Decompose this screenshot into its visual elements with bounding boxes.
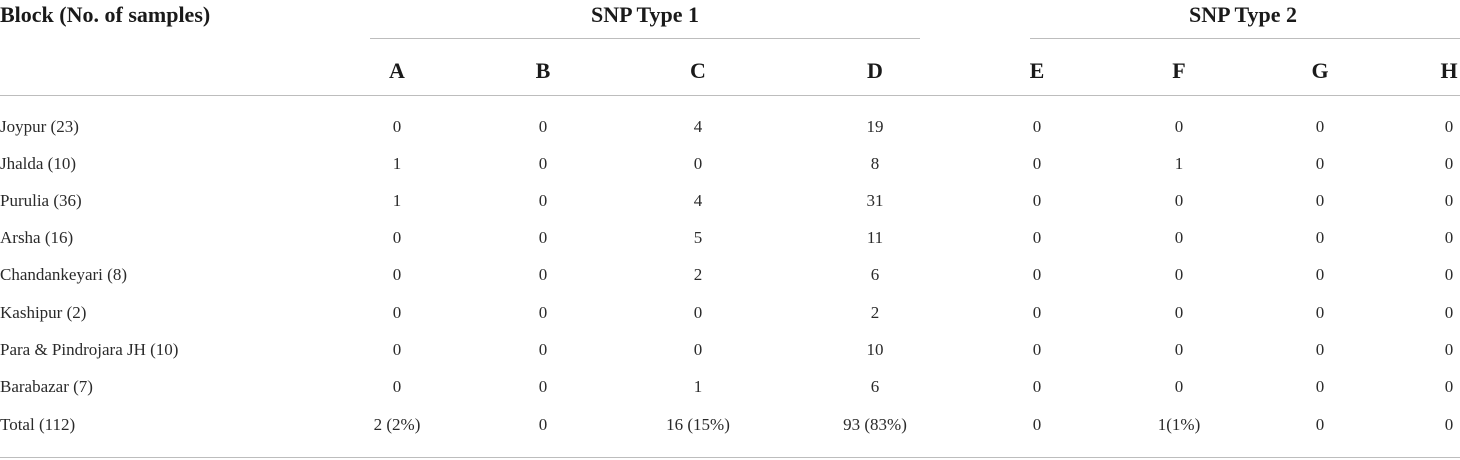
value-cell-e: 0 bbox=[1032, 191, 1042, 210]
block-name-cell: Para & Pindrojara JH (10) bbox=[0, 340, 179, 359]
value-cell-c: 1 bbox=[693, 377, 703, 396]
value-cell-b: 0 bbox=[538, 340, 548, 359]
value-cell-g: 0 bbox=[1315, 265, 1325, 284]
value-cell-h: 0 bbox=[1444, 191, 1454, 210]
value-cell-d: 19 bbox=[866, 117, 884, 136]
value-cell-h: 0 bbox=[1444, 303, 1454, 322]
block-name-cell: Kashipur (2) bbox=[0, 303, 87, 322]
value-cell-f: 1 bbox=[1174, 154, 1184, 173]
value-cell-f: 0 bbox=[1174, 191, 1184, 210]
value-cell-e: 0 bbox=[1032, 117, 1042, 136]
value-cell-h: 0 bbox=[1444, 377, 1454, 396]
block-name-cell: Joypur (23) bbox=[0, 117, 79, 136]
value-cell-d: 8 bbox=[870, 154, 880, 173]
value-cell-g: 0 bbox=[1315, 228, 1325, 247]
value-cell-f: 0 bbox=[1174, 117, 1184, 136]
block-name-cell: Arsha (16) bbox=[0, 228, 74, 247]
value-cell-b: 0 bbox=[538, 191, 548, 210]
value-cell-d: 6 bbox=[870, 265, 880, 284]
value-cell-h: 0 bbox=[1444, 415, 1454, 434]
value-cell-c: 0 bbox=[693, 303, 703, 322]
block-name-cell: Chandankeyari (8) bbox=[0, 265, 127, 284]
block-name-cell: Jhalda (10) bbox=[0, 154, 77, 173]
column-header-e: E bbox=[1029, 58, 1045, 83]
block-name-cell: Total (112) bbox=[0, 415, 76, 434]
value-cell-b: 0 bbox=[538, 265, 548, 284]
block-column-header: Block (No. of samples) bbox=[0, 2, 211, 27]
value-cell-f: 0 bbox=[1174, 377, 1184, 396]
table-bottom-rule bbox=[0, 457, 1460, 458]
value-cell-b: 0 bbox=[538, 117, 548, 136]
value-cell-g: 0 bbox=[1315, 377, 1325, 396]
value-cell-a: 0 bbox=[392, 265, 402, 284]
block-name-cell: Barabazar (7) bbox=[0, 377, 93, 396]
value-cell-a: 0 bbox=[392, 340, 402, 359]
value-cell-d: 2 bbox=[870, 303, 880, 322]
value-cell-g: 0 bbox=[1315, 154, 1325, 173]
snp-type-1-header: SNP Type 1 bbox=[591, 2, 699, 27]
value-cell-b: 0 bbox=[538, 377, 548, 396]
column-header-c: C bbox=[690, 58, 706, 83]
value-cell-d: 31 bbox=[866, 191, 884, 210]
header-bottom-rule bbox=[0, 95, 1460, 96]
value-cell-a: 0 bbox=[392, 117, 402, 136]
column-header-d: D bbox=[867, 58, 883, 83]
value-cell-d: 93 (83%) bbox=[843, 415, 907, 434]
value-cell-a: 0 bbox=[392, 303, 402, 322]
value-cell-e: 0 bbox=[1032, 228, 1042, 247]
value-cell-b: 0 bbox=[538, 228, 548, 247]
value-cell-f: 0 bbox=[1174, 340, 1184, 359]
column-header-f: F bbox=[1172, 58, 1186, 83]
value-cell-e: 0 bbox=[1032, 154, 1042, 173]
value-cell-f: 0 bbox=[1174, 265, 1184, 284]
value-cell-g: 0 bbox=[1315, 303, 1325, 322]
value-cell-e: 0 bbox=[1032, 415, 1042, 434]
value-cell-h: 0 bbox=[1444, 117, 1454, 136]
value-cell-h: 0 bbox=[1444, 265, 1454, 284]
block-name-cell: Purulia (36) bbox=[0, 191, 82, 210]
value-cell-e: 0 bbox=[1032, 340, 1042, 359]
value-cell-c: 16 (15%) bbox=[666, 415, 730, 434]
value-cell-h: 0 bbox=[1444, 154, 1454, 173]
value-cell-g: 0 bbox=[1315, 340, 1325, 359]
snp-type-2-header: SNP Type 2 bbox=[1189, 2, 1297, 27]
value-cell-d: 10 bbox=[866, 340, 884, 359]
snp-type-1-rule bbox=[370, 38, 920, 39]
value-cell-a: 1 bbox=[392, 191, 402, 210]
value-cell-e: 0 bbox=[1032, 377, 1042, 396]
snp-type-2-rule bbox=[1030, 38, 1460, 39]
value-cell-f: 1(1%) bbox=[1157, 415, 1201, 434]
column-header-h: H bbox=[1440, 58, 1458, 83]
value-cell-a: 1 bbox=[392, 154, 402, 173]
value-cell-g: 0 bbox=[1315, 117, 1325, 136]
value-cell-b: 0 bbox=[538, 303, 548, 322]
value-cell-c: 0 bbox=[693, 154, 703, 173]
value-cell-e: 0 bbox=[1032, 303, 1042, 322]
value-cell-a: 0 bbox=[392, 377, 402, 396]
value-cell-d: 11 bbox=[866, 228, 884, 247]
value-cell-a: 2 (2%) bbox=[373, 415, 421, 434]
value-cell-f: 0 bbox=[1174, 303, 1184, 322]
value-cell-h: 0 bbox=[1444, 228, 1454, 247]
value-cell-b: 0 bbox=[538, 154, 548, 173]
value-cell-c: 4 bbox=[693, 191, 703, 210]
value-cell-c: 4 bbox=[693, 117, 703, 136]
column-header-a: A bbox=[389, 58, 405, 83]
value-cell-d: 6 bbox=[870, 377, 880, 396]
value-cell-f: 0 bbox=[1174, 228, 1184, 247]
value-cell-h: 0 bbox=[1444, 340, 1454, 359]
value-cell-e: 0 bbox=[1032, 265, 1042, 284]
value-cell-c: 0 bbox=[693, 340, 703, 359]
column-header-g: G bbox=[1311, 58, 1329, 83]
column-header-b: B bbox=[535, 58, 551, 83]
value-cell-c: 5 bbox=[693, 228, 703, 247]
value-cell-a: 0 bbox=[392, 228, 402, 247]
value-cell-c: 2 bbox=[693, 265, 703, 284]
value-cell-b: 0 bbox=[538, 415, 548, 434]
value-cell-g: 0 bbox=[1315, 415, 1325, 434]
value-cell-g: 0 bbox=[1315, 191, 1325, 210]
